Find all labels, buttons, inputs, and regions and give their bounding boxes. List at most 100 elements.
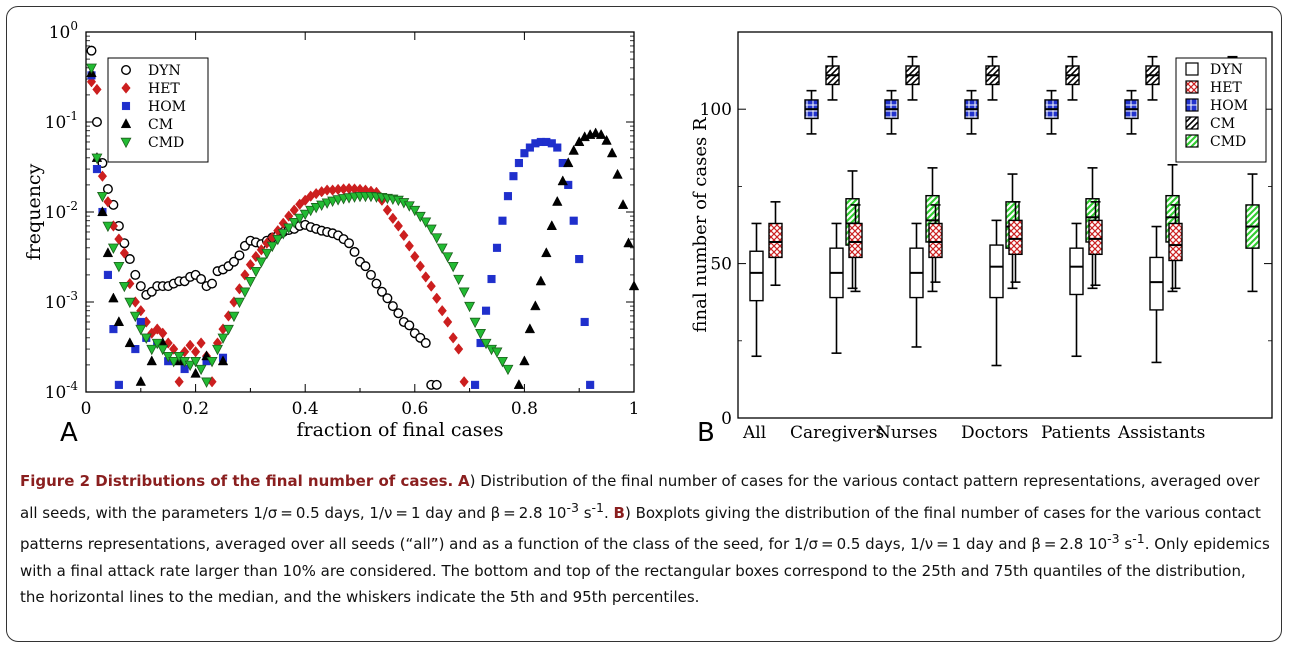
- point-cmd: [475, 329, 487, 340]
- point-dyn: [349, 246, 360, 257]
- point-dyn: [376, 286, 387, 297]
- box-hom: [804, 89, 819, 135]
- point-het: [196, 337, 206, 349]
- point-cmd: [250, 266, 262, 278]
- point-cmd: [316, 200, 328, 212]
- point-cmd: [480, 338, 492, 350]
- box-cm: [1065, 55, 1080, 101]
- point-cm: [573, 136, 585, 147]
- point-cmd: [168, 356, 180, 368]
- point-dyn: [207, 278, 218, 289]
- point-cmd: [129, 311, 141, 323]
- point-het: [382, 204, 393, 216]
- point-hom: [520, 149, 529, 158]
- point-cmd: [140, 333, 152, 344]
- point-cm: [102, 247, 114, 258]
- point-cmd: [272, 234, 284, 246]
- caption-unit-exp-b: -1: [1132, 531, 1145, 546]
- x-tick-label-a: 0.4: [292, 399, 319, 419]
- point-cmd: [425, 224, 437, 235]
- point-hom: [498, 216, 507, 225]
- point-dyn: [196, 274, 207, 285]
- point-het: [289, 204, 299, 216]
- point-het: [97, 170, 108, 182]
- legend-marker-cm: [120, 118, 132, 129]
- point-cmd: [299, 209, 311, 221]
- point-cmd: [447, 261, 459, 273]
- category-label-b: Caregivers: [790, 423, 884, 443]
- x-axis-label-a: fraction of final cases: [296, 419, 503, 441]
- point-cmd: [201, 377, 213, 388]
- point-cm: [113, 316, 125, 327]
- point-het: [454, 343, 464, 355]
- point-dyn: [431, 379, 442, 390]
- point-cmd: [223, 324, 234, 336]
- box-body: [848, 222, 863, 259]
- point-cmd: [124, 297, 136, 309]
- box-het: [1008, 201, 1023, 283]
- point-cmd: [442, 252, 454, 263]
- point-cm: [108, 292, 119, 303]
- point-cmd: [288, 218, 300, 229]
- box-het: [848, 204, 863, 293]
- point-dyn: [102, 184, 113, 195]
- point-cmd: [113, 261, 125, 273]
- point-cmd: [502, 364, 514, 376]
- point-het: [388, 212, 398, 225]
- point-dyn: [365, 269, 376, 280]
- box-dyn: [1149, 225, 1164, 364]
- point-het: [103, 196, 113, 208]
- box-hom: [1044, 89, 1059, 135]
- legend-label-dyn: DYN: [148, 63, 181, 79]
- point-hom: [492, 243, 502, 252]
- panel-label-a: A: [60, 418, 78, 448]
- point-cmd: [91, 153, 103, 164]
- y-tick-label-b: 100: [700, 100, 732, 120]
- point-dyn: [130, 269, 141, 280]
- point-cm: [530, 300, 541, 311]
- x-tick-label-a: 0.8: [511, 399, 538, 419]
- point-dyn: [234, 250, 245, 261]
- legend-label-het: HET: [148, 81, 180, 97]
- point-het: [245, 258, 256, 271]
- point-cmd: [409, 205, 421, 217]
- point-cmd: [244, 277, 256, 288]
- plot-area-b: [737, 31, 1273, 419]
- point-het: [163, 337, 173, 349]
- point-het: [240, 269, 250, 281]
- point-het: [393, 220, 403, 232]
- point-cmd: [162, 351, 174, 363]
- caption-unit-a: s: [578, 503, 592, 522]
- point-cm: [628, 280, 640, 291]
- point-het: [448, 332, 458, 344]
- point-cmd: [431, 233, 443, 244]
- point-cm: [124, 337, 136, 348]
- series-dyn-a: [86, 45, 442, 390]
- point-cm: [623, 237, 634, 248]
- point-cmd: [283, 223, 295, 234]
- point-cm: [135, 375, 147, 386]
- legend-label-hom: HOM: [148, 99, 186, 115]
- point-cmd: [491, 347, 503, 358]
- point-dyn: [124, 254, 135, 265]
- legend-label-dyn: DYN: [1210, 62, 1243, 78]
- point-dyn: [91, 116, 102, 127]
- point-hom: [471, 380, 480, 389]
- point-het: [404, 240, 414, 252]
- point-cmd: [277, 229, 289, 240]
- point-het: [174, 376, 184, 388]
- category-label-b: Assistants: [1117, 423, 1205, 443]
- point-het: [421, 271, 431, 283]
- legend-a: DYN HET HOM CM CMD: [107, 57, 209, 163]
- point-cmd: [266, 241, 278, 253]
- point-cmd: [173, 351, 185, 363]
- box-hom: [964, 89, 979, 135]
- point-het: [256, 244, 266, 256]
- point-cmd: [261, 248, 273, 260]
- point-cm: [612, 168, 623, 179]
- category-label-b: Nurses: [876, 423, 937, 443]
- box-body: [989, 244, 1004, 299]
- caption-exp-a: -3: [566, 499, 579, 515]
- point-het: [432, 292, 442, 304]
- box-hom: [884, 89, 899, 135]
